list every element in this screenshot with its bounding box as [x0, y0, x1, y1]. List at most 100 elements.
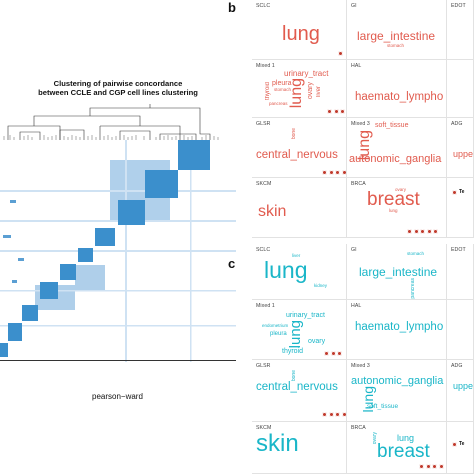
cell-label: HAL	[351, 303, 362, 309]
panel-c-cell-edot-r2	[447, 300, 474, 360]
concordance-heatmap	[0, 140, 236, 362]
rank-dot	[330, 351, 336, 356]
heatmap-faint-col	[190, 140, 192, 362]
panel-b-cell-skcm: SKCM skin	[252, 178, 347, 238]
rank-dots	[452, 190, 457, 195]
rank-dots	[419, 464, 444, 469]
panel-c-cell-skcm: SKCM skin	[252, 422, 347, 474]
panel-b-letter: b	[228, 0, 236, 15]
word-haemato-lympho: haemato_lympho	[355, 91, 444, 103]
cell-label: ADG	[451, 121, 463, 127]
rank-dot	[335, 412, 340, 417]
heatmap-block	[178, 140, 210, 170]
word-kidney: kidney	[314, 283, 328, 288]
rank-dots	[324, 351, 342, 356]
rank-dot	[341, 170, 346, 175]
cell-label: Mixed 1	[256, 63, 275, 69]
panel-b-cell-brca: BRCA ovary breast lung	[347, 178, 447, 238]
rank-dots	[338, 51, 343, 56]
panel-b-cell-hal: HAL haemato_lympho	[347, 60, 447, 118]
panel-c-cell-hal: HAL haemato_lympho	[347, 300, 447, 360]
word-large-intestine: large_intestine	[357, 29, 436, 43]
panel-c-cell-sclc: SCLC liver lung kidney	[252, 244, 347, 300]
rank-dots	[327, 109, 345, 114]
word-pleura: pleura	[272, 80, 292, 87]
panel-b-cell-adg: ADG uppe	[447, 118, 474, 178]
word-pancreas: pancreas	[410, 278, 416, 299]
word-liver: liver	[292, 253, 301, 258]
panel-b-cell-gi: GI large_intestine stomach	[347, 0, 447, 60]
heatmap-faint-row	[0, 290, 236, 292]
word-pancreas: pancreas	[269, 101, 288, 106]
rank-dot	[438, 464, 444, 469]
panel-c-letter: c	[228, 256, 236, 271]
rank-dot	[337, 351, 342, 356]
cell-label: GI	[351, 3, 357, 9]
rank-dot	[452, 190, 457, 195]
heatmap-halo	[75, 265, 105, 290]
rank-dots	[322, 170, 346, 175]
panel-c-cell-adg: ADG uppe	[447, 360, 474, 422]
cell-label: SCLC	[256, 247, 271, 253]
dendrogram	[3, 104, 219, 140]
panel-c-cell-mixed1: Mixed 1 endometrium urinary_tract pleura…	[252, 300, 347, 360]
panel-b-cell-mixed3: Mixed 3 soft_tissue lung autonomic_gangl…	[347, 118, 447, 178]
heatmap-cell	[10, 200, 16, 203]
word-ovary: ovary	[308, 338, 326, 345]
word-pleura: pleura	[270, 331, 287, 337]
rank-dots	[322, 412, 346, 417]
rank-dot	[452, 442, 457, 447]
rank-dot	[324, 351, 329, 356]
rank-dot	[425, 464, 431, 469]
word-lung: lung	[288, 78, 305, 109]
heatmap-block	[8, 323, 22, 341]
rank-dot	[333, 109, 339, 114]
cell-label: GLSR	[256, 363, 271, 369]
cell-label: EDOT	[451, 247, 466, 253]
rank-dot	[328, 412, 334, 417]
word-lung: lung	[389, 208, 398, 213]
word-endometrium: endometrium	[262, 323, 289, 328]
heatmap-baseline	[0, 360, 236, 361]
word-stomach: stomach	[274, 87, 292, 92]
rank-dots	[407, 229, 438, 234]
word-upper: uppe	[453, 149, 474, 159]
heatmap-block	[22, 305, 38, 321]
rank-dot	[322, 170, 327, 175]
word-lung: lung	[397, 433, 415, 443]
word-urinary-tract: urinary_tract	[284, 69, 329, 78]
word-ovary: ovary	[395, 187, 407, 192]
panel-b-cell-edot: EDOT	[447, 0, 474, 60]
cell-label: SKCM	[256, 181, 272, 187]
word-bone: bone	[291, 128, 297, 140]
rank-dot	[322, 412, 327, 417]
word-urinary-tract: urinary_tract	[286, 312, 325, 319]
word-large-intestine: large_intestine	[359, 265, 438, 279]
panel-b-cell-edot-r2	[447, 60, 474, 118]
rank-dot	[420, 229, 425, 234]
word-soft-tissue: soft_tissue	[375, 122, 409, 129]
cell-label: SKCM	[256, 425, 272, 431]
word-liver: liver	[316, 86, 322, 98]
cell-label: Mixed 3	[351, 121, 370, 127]
heatmap-cell	[12, 280, 17, 283]
heatmap-faint-row	[0, 250, 236, 252]
word-bone: bone	[291, 370, 297, 382]
word-skin: skin	[258, 203, 287, 220]
cell-label: ADG	[451, 363, 463, 369]
rank-dot	[340, 109, 345, 114]
rank-dot	[328, 170, 334, 175]
heatmap-cell	[18, 258, 24, 261]
rank-dot	[335, 170, 340, 175]
panel-b-cell-glsr: GLSR bone central_nervous	[252, 118, 347, 178]
cell-label: SCLC	[256, 3, 271, 9]
heatmap-block	[60, 264, 76, 280]
heatmap-block	[40, 282, 58, 299]
cell-label: BRCA	[351, 181, 366, 187]
word-te: Te	[459, 189, 465, 195]
rank-dot	[419, 464, 424, 469]
rank-dot	[327, 109, 332, 114]
heatmap-xlabel: pearson−ward	[92, 392, 143, 401]
word-autonomic-ganglia: autonomic_ganglia	[351, 375, 444, 387]
heatmap-cell	[3, 235, 11, 238]
